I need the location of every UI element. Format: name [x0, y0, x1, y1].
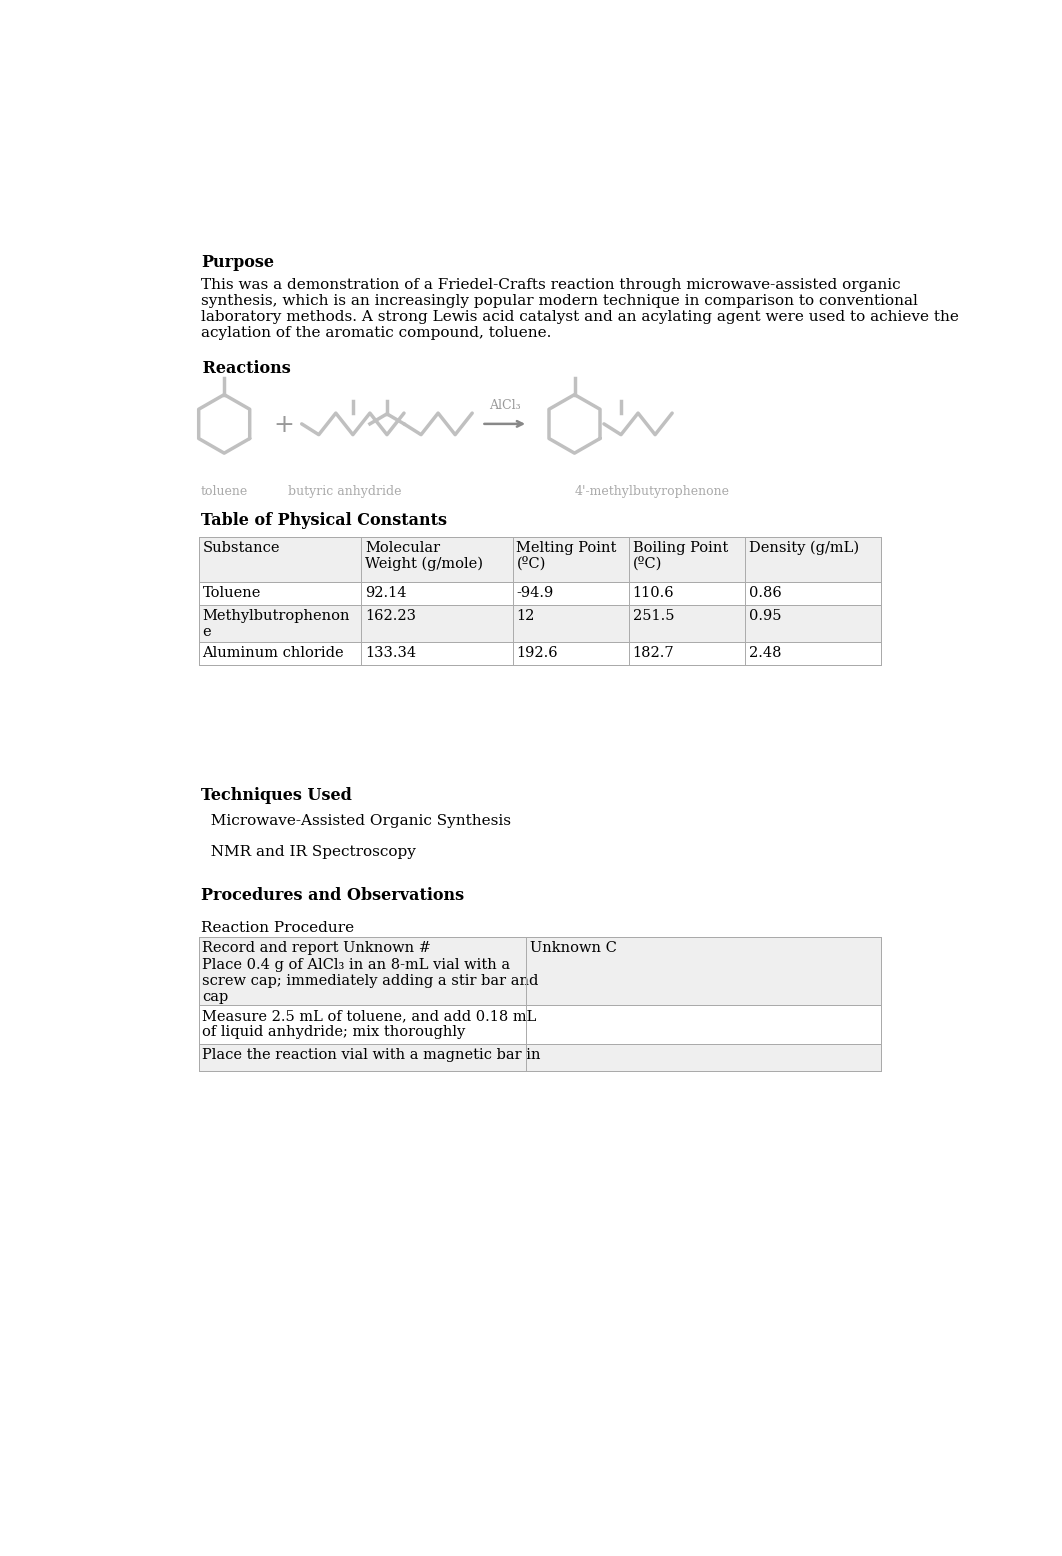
Text: -94.9: -94.9 [516, 585, 553, 599]
Text: 192.6: 192.6 [516, 646, 558, 660]
Text: Unknown C: Unknown C [530, 941, 617, 955]
Bar [199, 937, 880, 1071]
Text: Substance: Substance [203, 541, 280, 555]
Text: Procedures and Observations: Procedures and Observations [201, 887, 464, 904]
Text: 2.48: 2.48 [749, 646, 782, 660]
Text: butyric anhydride: butyric anhydride [288, 485, 401, 498]
Text: Methylbutrophenon
e: Methylbutrophenon e [203, 608, 350, 640]
Text: Boiling Point: Boiling Point [633, 541, 727, 555]
Text: 110.6: 110.6 [633, 585, 674, 599]
Text: Melting Point: Melting Point [516, 541, 617, 555]
Text: 0.86: 0.86 [749, 585, 782, 599]
Text: Table of Physical Constants: Table of Physical Constants [201, 512, 447, 529]
Bar [199, 537, 880, 664]
Bar [199, 537, 880, 582]
Text: +: + [273, 414, 294, 437]
Bar [199, 1044, 880, 1071]
Bar [199, 582, 880, 605]
Text: 4'-methylbutyrophenone: 4'-methylbutyrophenone [575, 485, 730, 498]
Text: Microwave-Assisted Organic Synthesis: Microwave-Assisted Organic Synthesis [201, 814, 511, 828]
Text: 12: 12 [516, 608, 535, 622]
Text: Molecular: Molecular [365, 541, 441, 555]
Text: (ºC): (ºC) [516, 557, 546, 571]
Text: 182.7: 182.7 [633, 646, 674, 660]
Bar [199, 375, 880, 471]
Text: Reaction Procedure: Reaction Procedure [201, 921, 354, 935]
Text: Record and report Unknown #
Place 0.4 g of AlCl₃ in an 8-mL vial with a
screw ca: Record and report Unknown # Place 0.4 g … [203, 941, 538, 1004]
Text: Density (g/mL): Density (g/mL) [749, 541, 859, 555]
Text: 0.95: 0.95 [749, 608, 782, 622]
Text: Weight (g/mole): Weight (g/mole) [365, 557, 483, 571]
Bar [199, 605, 880, 641]
Text: Purpose: Purpose [201, 255, 274, 271]
Text: 92.14: 92.14 [365, 585, 407, 599]
Text: (ºC): (ºC) [633, 557, 662, 571]
Text: This was a demonstration of a Friedel-Crafts reaction through microwave-assisted: This was a demonstration of a Friedel-Cr… [201, 277, 959, 341]
Bar [199, 937, 880, 1005]
Text: Measure 2.5 mL of toluene, and add 0.18 mL
of liquid anhydride; mix thoroughly: Measure 2.5 mL of toluene, and add 0.18 … [203, 1010, 537, 1039]
Text: Reactions: Reactions [198, 359, 291, 377]
Text: 133.34: 133.34 [365, 646, 416, 660]
Text: AlCl₃: AlCl₃ [489, 400, 520, 412]
Bar [199, 641, 880, 664]
Text: Toluene: Toluene [203, 585, 261, 599]
Bar [199, 1005, 880, 1044]
Text: toluene: toluene [201, 485, 249, 498]
Text: 251.5: 251.5 [633, 608, 674, 622]
Text: Techniques Used: Techniques Used [201, 787, 352, 804]
Text: Place the reaction vial with a magnetic bar in: Place the reaction vial with a magnetic … [203, 1047, 541, 1061]
Text: NMR and IR Spectroscopy: NMR and IR Spectroscopy [201, 845, 416, 859]
Text: Aluminum chloride: Aluminum chloride [203, 646, 344, 660]
Text: 162.23: 162.23 [365, 608, 416, 622]
